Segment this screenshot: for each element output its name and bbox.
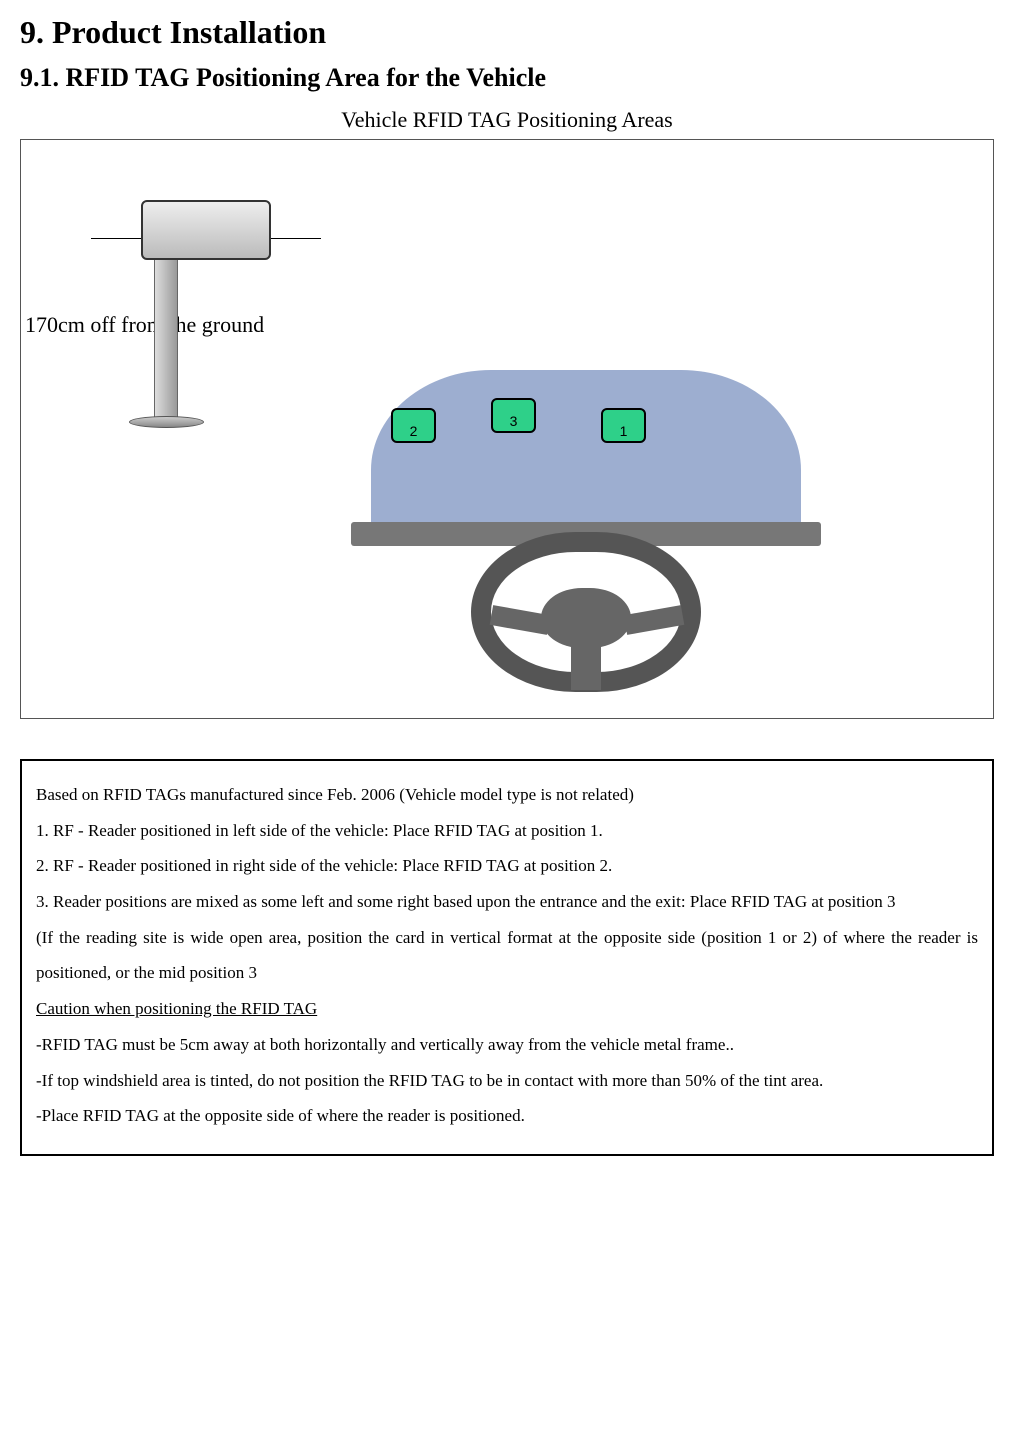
info-item: 1. RF - Reader positioned in left side o… [36,813,978,849]
tag-position-2: 2 [391,408,436,443]
figure-diagram: 170cm off from the ground 2 3 1 [20,139,994,719]
steering-hub [541,588,631,648]
section-heading: 9. Product Installation [20,14,994,51]
subsection-title: RFID TAG Positioning Area for the Vehicl… [66,63,547,92]
tag-label: 3 [510,413,518,429]
caution-item: -Place RFID TAG at the opposite side of … [36,1098,978,1134]
info-box: Based on RFID TAGs manufactured since Fe… [20,759,994,1156]
vehicle-windshield [371,370,801,530]
section-number: 9. [20,14,44,50]
tag-position-1: 1 [601,408,646,443]
caution-heading: Caution when positioning the RFID TAG [36,991,978,1027]
section-title: Product Installation [52,14,326,50]
tag-label: 1 [620,423,628,439]
info-note: (If the reading site is wide open area, … [36,920,978,991]
figure-caption: Vehicle RFID TAG Positioning Areas [20,107,994,133]
info-intro: Based on RFID TAGs manufactured since Fe… [36,777,978,813]
reader-pole [154,260,178,420]
reader-head [141,200,271,260]
tag-position-3: 3 [491,398,536,433]
info-item: 3. Reader positions are mixed as some le… [36,884,978,920]
info-item: 2. RF - Reader positioned in right side … [36,848,978,884]
tag-label: 2 [410,423,418,439]
caution-item: -RFID TAG must be 5cm away at both horiz… [36,1027,978,1063]
subsection-heading: 9.1. RFID TAG Positioning Area for the V… [20,63,994,93]
rfid-reader [101,200,231,428]
subsection-number: 9.1. [20,63,59,92]
steering-column [571,640,601,690]
reader-base [129,416,204,428]
caution-item: -If top windshield area is tinted, do no… [36,1063,978,1099]
